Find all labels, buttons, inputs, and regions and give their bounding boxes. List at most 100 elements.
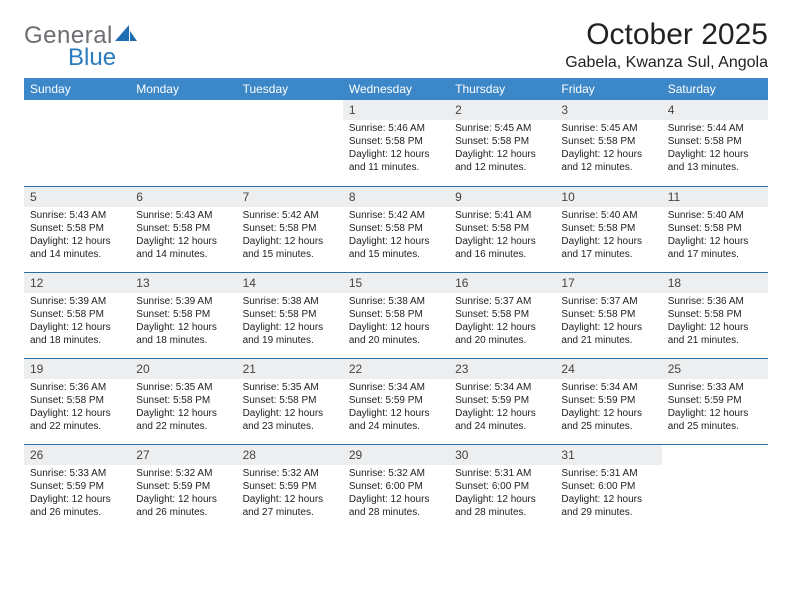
day-cell [237,100,343,186]
logo: General Blue [24,22,137,72]
day-number: 6 [130,187,236,207]
day-header: Thursday [449,78,555,100]
day-text: Sunrise: 5:32 AMSunset: 5:59 PMDaylight:… [130,465,236,523]
day-number: 26 [24,445,130,465]
day-number [662,445,768,465]
day-number: 16 [449,273,555,293]
day-number: 20 [130,359,236,379]
day-cell: 31Sunrise: 5:31 AMSunset: 6:00 PMDayligh… [555,444,661,530]
day-cell: 19Sunrise: 5:36 AMSunset: 5:58 PMDayligh… [24,358,130,444]
day-cell: 28Sunrise: 5:32 AMSunset: 5:59 PMDayligh… [237,444,343,530]
day-cell: 10Sunrise: 5:40 AMSunset: 5:58 PMDayligh… [555,186,661,272]
day-text: Sunrise: 5:33 AMSunset: 5:59 PMDaylight:… [662,379,768,437]
week-row: 19Sunrise: 5:36 AMSunset: 5:58 PMDayligh… [24,358,768,444]
day-cell: 6Sunrise: 5:43 AMSunset: 5:58 PMDaylight… [130,186,236,272]
week-row: 26Sunrise: 5:33 AMSunset: 5:59 PMDayligh… [24,444,768,530]
day-text: Sunrise: 5:39 AMSunset: 5:58 PMDaylight:… [24,293,130,351]
day-cell: 8Sunrise: 5:42 AMSunset: 5:58 PMDaylight… [343,186,449,272]
day-header: Wednesday [343,78,449,100]
logo-text-block: General Blue [24,22,137,72]
day-text: Sunrise: 5:41 AMSunset: 5:58 PMDaylight:… [449,207,555,265]
day-text: Sunrise: 5:38 AMSunset: 5:58 PMDaylight:… [237,293,343,351]
title-block: October 2025 Gabela, Kwanza Sul, Angola [565,18,768,72]
day-number: 8 [343,187,449,207]
day-cell: 20Sunrise: 5:35 AMSunset: 5:58 PMDayligh… [130,358,236,444]
day-number: 27 [130,445,236,465]
day-text: Sunrise: 5:37 AMSunset: 5:58 PMDaylight:… [449,293,555,351]
day-number: 30 [449,445,555,465]
day-header: Sunday [24,78,130,100]
week-row: 12Sunrise: 5:39 AMSunset: 5:58 PMDayligh… [24,272,768,358]
day-number: 17 [555,273,661,293]
day-header: Tuesday [237,78,343,100]
day-number: 5 [24,187,130,207]
week-row: 1Sunrise: 5:46 AMSunset: 5:58 PMDaylight… [24,100,768,186]
day-number [237,100,343,120]
day-text: Sunrise: 5:45 AMSunset: 5:58 PMDaylight:… [449,120,555,178]
day-number: 2 [449,100,555,120]
month-title: October 2025 [565,18,768,52]
day-cell: 23Sunrise: 5:34 AMSunset: 5:59 PMDayligh… [449,358,555,444]
day-text: Sunrise: 5:43 AMSunset: 5:58 PMDaylight:… [24,207,130,265]
day-header-row: SundayMondayTuesdayWednesdayThursdayFrid… [24,78,768,100]
day-text: Sunrise: 5:40 AMSunset: 5:58 PMDaylight:… [662,207,768,265]
day-text: Sunrise: 5:33 AMSunset: 5:59 PMDaylight:… [24,465,130,523]
day-text: Sunrise: 5:38 AMSunset: 5:58 PMDaylight:… [343,293,449,351]
day-cell: 1Sunrise: 5:46 AMSunset: 5:58 PMDaylight… [343,100,449,186]
day-cell: 30Sunrise: 5:31 AMSunset: 6:00 PMDayligh… [449,444,555,530]
day-number: 10 [555,187,661,207]
location: Gabela, Kwanza Sul, Angola [565,54,768,72]
day-text: Sunrise: 5:36 AMSunset: 5:58 PMDaylight:… [24,379,130,437]
day-cell: 17Sunrise: 5:37 AMSunset: 5:58 PMDayligh… [555,272,661,358]
day-text: Sunrise: 5:45 AMSunset: 5:58 PMDaylight:… [555,120,661,178]
day-text: Sunrise: 5:37 AMSunset: 5:58 PMDaylight:… [555,293,661,351]
header: General Blue October 2025 Gabela, Kwanza… [24,18,768,72]
day-text: Sunrise: 5:35 AMSunset: 5:58 PMDaylight:… [130,379,236,437]
day-number: 21 [237,359,343,379]
day-header: Saturday [662,78,768,100]
day-text: Sunrise: 5:42 AMSunset: 5:58 PMDaylight:… [237,207,343,265]
logo-text-blue: Blue [68,44,137,72]
day-number: 29 [343,445,449,465]
sail-icon [115,25,137,48]
day-text: Sunrise: 5:31 AMSunset: 6:00 PMDaylight:… [555,465,661,523]
day-cell: 13Sunrise: 5:39 AMSunset: 5:58 PMDayligh… [130,272,236,358]
day-cell: 4Sunrise: 5:44 AMSunset: 5:58 PMDaylight… [662,100,768,186]
day-number: 23 [449,359,555,379]
day-number: 14 [237,273,343,293]
day-number [130,100,236,120]
day-number: 22 [343,359,449,379]
day-text: Sunrise: 5:44 AMSunset: 5:58 PMDaylight:… [662,120,768,178]
day-cell: 29Sunrise: 5:32 AMSunset: 6:00 PMDayligh… [343,444,449,530]
day-cell: 9Sunrise: 5:41 AMSunset: 5:58 PMDaylight… [449,186,555,272]
day-cell: 12Sunrise: 5:39 AMSunset: 5:58 PMDayligh… [24,272,130,358]
calendar-table: SundayMondayTuesdayWednesdayThursdayFrid… [24,78,768,530]
day-cell: 5Sunrise: 5:43 AMSunset: 5:58 PMDaylight… [24,186,130,272]
day-cell: 22Sunrise: 5:34 AMSunset: 5:59 PMDayligh… [343,358,449,444]
day-number: 4 [662,100,768,120]
day-text: Sunrise: 5:34 AMSunset: 5:59 PMDaylight:… [555,379,661,437]
day-header: Friday [555,78,661,100]
day-number: 19 [24,359,130,379]
day-text: Sunrise: 5:32 AMSunset: 5:59 PMDaylight:… [237,465,343,523]
day-text: Sunrise: 5:42 AMSunset: 5:58 PMDaylight:… [343,207,449,265]
day-cell [130,100,236,186]
day-cell: 26Sunrise: 5:33 AMSunset: 5:59 PMDayligh… [24,444,130,530]
day-cell: 15Sunrise: 5:38 AMSunset: 5:58 PMDayligh… [343,272,449,358]
day-cell: 7Sunrise: 5:42 AMSunset: 5:58 PMDaylight… [237,186,343,272]
day-text: Sunrise: 5:39 AMSunset: 5:58 PMDaylight:… [130,293,236,351]
day-cell: 18Sunrise: 5:36 AMSunset: 5:58 PMDayligh… [662,272,768,358]
day-cell: 25Sunrise: 5:33 AMSunset: 5:59 PMDayligh… [662,358,768,444]
day-number: 3 [555,100,661,120]
day-number: 25 [662,359,768,379]
day-number: 1 [343,100,449,120]
week-row: 5Sunrise: 5:43 AMSunset: 5:58 PMDaylight… [24,186,768,272]
day-cell: 14Sunrise: 5:38 AMSunset: 5:58 PMDayligh… [237,272,343,358]
day-text: Sunrise: 5:46 AMSunset: 5:58 PMDaylight:… [343,120,449,178]
day-number: 18 [662,273,768,293]
day-number: 13 [130,273,236,293]
day-number: 9 [449,187,555,207]
day-cell [662,444,768,530]
day-cell: 16Sunrise: 5:37 AMSunset: 5:58 PMDayligh… [449,272,555,358]
day-header: Monday [130,78,236,100]
